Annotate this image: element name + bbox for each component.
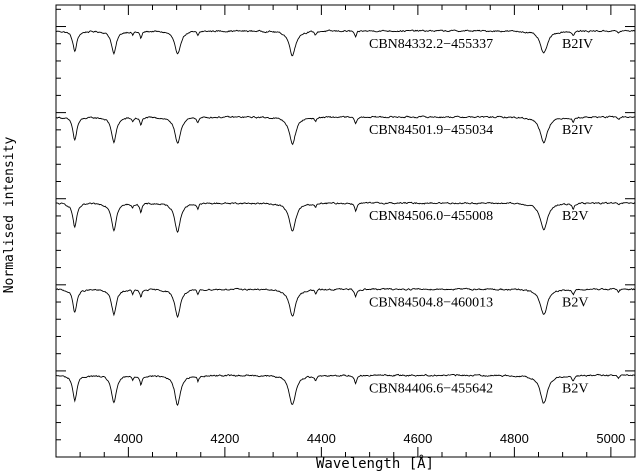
spectral-type-label: B2IV bbox=[562, 37, 593, 52]
x-axis-label: Wavelength [Å] bbox=[316, 455, 434, 472]
y-axis-ticks bbox=[56, 8, 635, 441]
x-tick-label: 5000 bbox=[596, 431, 625, 446]
y-axis-label: Normalised intensity bbox=[2, 137, 17, 294]
spectrum-line bbox=[55, 373, 636, 406]
spectral-type-label: B2V bbox=[562, 295, 588, 310]
x-tick-label: 4400 bbox=[307, 431, 336, 446]
spectral-type-label: B2V bbox=[562, 381, 588, 396]
spectral-type-label: B2IV bbox=[562, 123, 593, 138]
x-tick-label: 4000 bbox=[114, 431, 143, 446]
spectral-type-label: B2V bbox=[562, 209, 588, 224]
x-tick-label: 4800 bbox=[500, 431, 529, 446]
x-tick-label: 4200 bbox=[210, 431, 239, 446]
spectrum-line bbox=[55, 29, 636, 57]
star-name-label: CBN84332.2−455337 bbox=[369, 37, 493, 52]
star-name-label: CBN84501.9−455034 bbox=[369, 123, 493, 138]
spectrum-line bbox=[55, 287, 636, 319]
spectrum-line bbox=[55, 115, 636, 146]
spectrum-line bbox=[55, 201, 636, 233]
star-name-label: CBN84504.8−460013 bbox=[369, 295, 493, 310]
star-name-label: CBN84506.0−455008 bbox=[369, 209, 493, 224]
x-axis-ticks: 4000 4200 4400 4600 4800 5000 bbox=[79, 5, 636, 457]
x-tick-label: 4600 bbox=[403, 431, 432, 446]
star-name-label: CBN84406.6−455642 bbox=[369, 381, 493, 396]
star-labels: CBN84332.2−455337 B2IV CBN84501.9−455034 B2… bbox=[369, 37, 593, 396]
spectra-group bbox=[55, 29, 636, 406]
